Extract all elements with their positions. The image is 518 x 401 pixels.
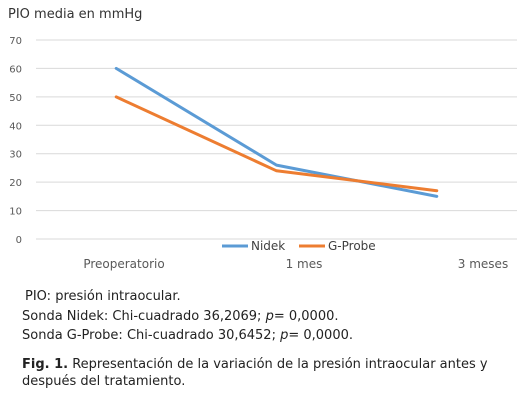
- nidek-p-label: p: [265, 308, 274, 324]
- figure-label: Fig. 1.: [22, 357, 69, 372]
- gprobe-stat-note: Sonda G-Probe: Chi-cuadrado 30,6452; p= …: [22, 326, 353, 346]
- chart-notes: PIO: presión intraocular. Sonda Nidek: C…: [22, 287, 353, 346]
- nidek-p-value: = 0,0000.: [273, 308, 339, 324]
- y-tick-label-70: 70: [9, 36, 22, 47]
- nidek-stat-text: Sonda Nidek: Chi-cuadrado 36,2069;: [22, 308, 266, 324]
- x-tick-label-2: 3 meses: [458, 257, 508, 271]
- x-tick-label-0: Preoperatorio: [83, 257, 164, 271]
- y-tick-label-40: 40: [9, 121, 22, 132]
- y-tick-label-60: 60: [9, 64, 22, 75]
- abbreviation-note: PIO: presión intraocular.: [25, 289, 181, 304]
- series-line-0: [114, 66, 439, 198]
- y-tick-label-20: 20: [9, 178, 22, 189]
- x-tick-label-1: 1 mes: [286, 257, 323, 271]
- figure-caption-text: Representación de la variación de la pre…: [22, 357, 488, 389]
- gprobe-p-value: = 0,0000.: [288, 328, 354, 343]
- y-tick-label-10: 10: [9, 207, 22, 218]
- figure-caption: Fig. 1. Representación de la variación d…: [22, 356, 502, 390]
- y-axis-title: PIO media en mmHg: [8, 7, 143, 22]
- nidek-stat-note: Sonda Nidek: Chi-cuadrado 36,2069; p= 0,…: [22, 307, 353, 327]
- line-chart: 0 10 20 30 40 50 60 70 Preoperatorio 1 mes 3 meses…: [9, 36, 517, 271]
- legend-label-0: Nidek: [251, 239, 285, 253]
- gprobe-p-label: p: [280, 328, 289, 343]
- y-tick-label-30: 30: [9, 150, 22, 161]
- gprobe-stat-text: Sonda G-Probe: Chi-cuadrado 30,6452;: [22, 328, 281, 343]
- legend-label-1: G-Probe: [328, 239, 376, 253]
- y-tick-label-0: 0: [16, 235, 22, 246]
- y-tick-label-50: 50: [9, 93, 22, 104]
- series-line-1: [114, 95, 439, 193]
